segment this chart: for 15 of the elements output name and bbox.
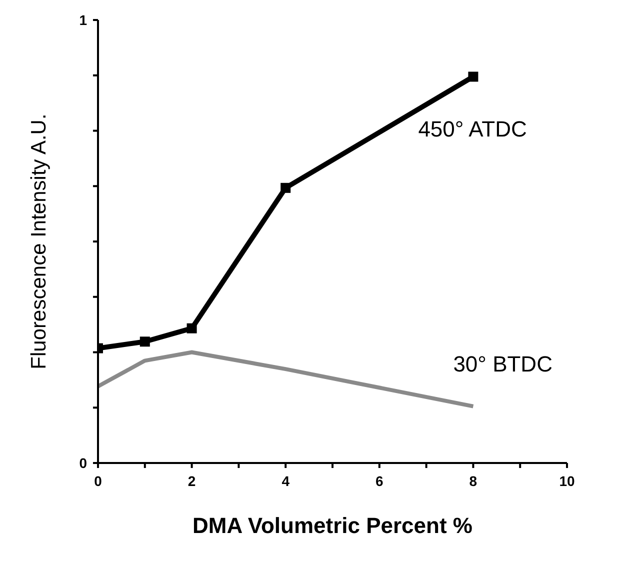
series-label: 450° ATDC [418, 116, 527, 142]
x-tick-label: 6 [376, 473, 384, 489]
point [468, 72, 478, 82]
y-axis-title: Fluorescence Intensity A.U. [27, 114, 50, 370]
x-tick-label: 4 [282, 473, 290, 489]
point [140, 336, 150, 347]
x-tick-label: 10 [559, 473, 575, 489]
point [186, 323, 197, 334]
x-axis-title: DMA Volumetric Percent % [192, 513, 472, 538]
series-label: 30° BTDC [453, 351, 553, 376]
x-tick-label: 0 [94, 473, 102, 489]
x-tick-label: 8 [469, 473, 478, 489]
x-tick-label: 2 [188, 473, 196, 489]
point [280, 182, 291, 193]
y-tick-label: 1 [79, 12, 88, 28]
